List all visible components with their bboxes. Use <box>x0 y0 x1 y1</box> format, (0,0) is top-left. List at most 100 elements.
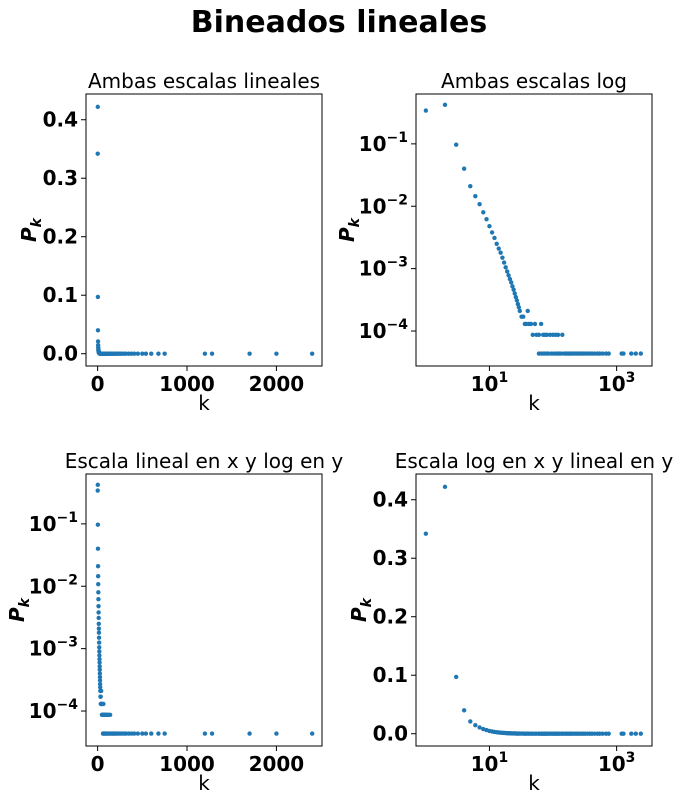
figure-title: Bineados lineales <box>191 5 487 40</box>
data-point <box>202 351 208 356</box>
x-tick-label: 2000 <box>249 752 305 776</box>
tick-label-base: 10 <box>29 637 57 661</box>
data-point <box>95 573 101 579</box>
subplot-title: Ambas escalas log <box>441 69 627 93</box>
tick-label-base: 10 <box>471 372 499 396</box>
data-point <box>156 731 161 736</box>
x-tick-label: 103 <box>598 370 636 396</box>
data-point <box>638 351 643 356</box>
tick-label-exponent: −1 <box>387 130 408 146</box>
y-axis-label-main: P <box>335 227 359 242</box>
tick-label-base: 10 <box>598 372 626 396</box>
tick-label-exponent: −1 <box>57 510 78 526</box>
tick-label-base: 10 <box>471 752 499 776</box>
x-tick-label: 101 <box>471 370 509 396</box>
x-axis-ticks: 101 10 3 <box>471 746 636 776</box>
data-point <box>135 351 141 356</box>
y-tick-label: 10−1 <box>29 510 78 536</box>
y-axis-label: Pk <box>335 216 363 242</box>
data-point <box>496 246 501 251</box>
data-point <box>629 351 634 356</box>
data-point <box>274 351 279 356</box>
y-axis-label-subscript: k <box>347 216 363 227</box>
data-point <box>501 260 507 265</box>
tick-label-exponent: −3 <box>387 255 408 271</box>
y-tick-label: 0.0 <box>43 342 78 366</box>
data-point <box>423 531 429 536</box>
x-axis-label: k <box>528 391 540 415</box>
data-point <box>503 265 508 270</box>
data-point <box>135 731 141 736</box>
data-point <box>247 731 252 736</box>
data-point <box>95 482 101 488</box>
data-point <box>512 291 517 296</box>
x-axis-label: k <box>198 771 210 795</box>
data-point <box>506 273 511 278</box>
subplot-log-x-linear-y: Escala log en x y lineal en y 101 103 0.0… <box>347 449 673 795</box>
tick-label-exponent: 3 <box>626 750 636 766</box>
data-point <box>461 708 467 713</box>
x-tick-label: 101 <box>471 750 509 776</box>
data-point <box>309 351 315 356</box>
data-point <box>98 685 103 690</box>
plot-frame <box>85 93 323 367</box>
data-point <box>473 723 478 728</box>
data-point <box>468 183 473 189</box>
data-point <box>532 321 538 327</box>
data-point <box>95 328 101 333</box>
subplot-log-log: Ambas escalas log 101 103 10−410−310−210−… <box>335 69 653 415</box>
data-point <box>202 731 208 736</box>
data-point <box>96 615 101 621</box>
data-point <box>162 351 167 356</box>
y-tick-label: 10−4 <box>29 697 79 723</box>
tick-label-base: 10 <box>359 257 387 281</box>
data-point <box>97 645 102 650</box>
data-point <box>132 351 137 356</box>
data-point <box>96 603 101 609</box>
data-point <box>95 151 100 156</box>
y-tick-label: 0.2 <box>43 225 78 249</box>
data-point <box>95 546 101 551</box>
y-tick-label: 10−3 <box>29 635 78 661</box>
y-axis-ticks: 0.0 0.1 0.2 0.3 0.4 <box>373 488 416 746</box>
y-axis-ticks: 10−410−310−210−1 <box>29 510 86 723</box>
data-point <box>132 731 137 736</box>
data-point <box>600 731 605 736</box>
y-axis-label-main: P <box>17 227 41 242</box>
data-point <box>606 731 611 736</box>
data-point <box>536 332 542 337</box>
data-point <box>530 332 535 337</box>
data-point <box>97 678 103 683</box>
data-point <box>546 351 551 356</box>
data-point <box>606 351 611 356</box>
tick-label-exponent: 3 <box>626 370 636 386</box>
tick-label-exponent: −2 <box>387 192 408 208</box>
tick-label-exponent: 1 <box>498 750 508 766</box>
data-point <box>492 235 497 241</box>
y-tick-label: 0.4 <box>373 488 408 512</box>
plot-frame <box>415 473 653 747</box>
data-point <box>209 351 215 356</box>
y-tick-label: 0.4 <box>43 108 78 132</box>
tick-label-exponent: −4 <box>387 317 409 333</box>
y-axis-label-main: P <box>5 607 29 622</box>
data-point <box>500 255 505 260</box>
tick-label-base: 10 <box>29 699 57 723</box>
data-point <box>528 321 534 327</box>
tick-label-base: 10 <box>359 319 387 343</box>
tick-label-base: 10 <box>29 574 57 598</box>
data-point <box>97 656 102 662</box>
data-point <box>96 621 101 627</box>
y-tick-label: 0.3 <box>43 166 78 190</box>
data-point <box>560 332 565 337</box>
data-point <box>516 305 522 310</box>
data-point <box>96 640 102 645</box>
y-tick-label: 0.2 <box>373 605 408 629</box>
x-tick-label: 1000 <box>159 752 215 776</box>
data-point <box>95 104 101 110</box>
data-point <box>247 351 252 356</box>
data-points <box>95 482 315 736</box>
y-tick-label: 10−2 <box>359 192 408 218</box>
subplot-title: Escala lineal en x y log en y <box>65 449 344 473</box>
x-tick-label: 0 <box>91 752 105 776</box>
